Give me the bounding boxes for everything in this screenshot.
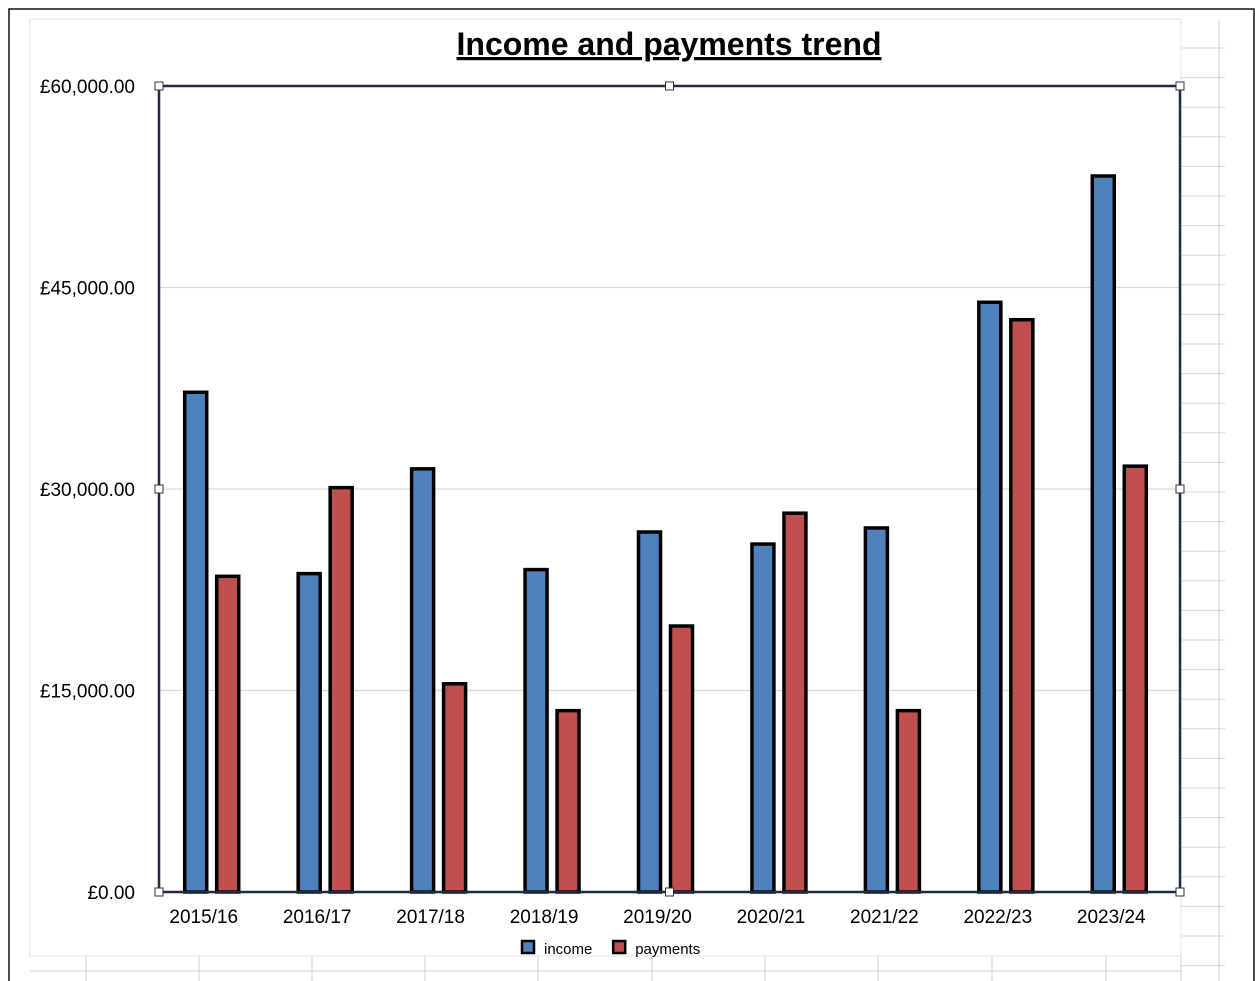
resize-handle[interactable]: [154, 81, 164, 91]
legend-swatch-income: [520, 939, 536, 955]
y-tick-label: £30,000.00: [40, 480, 135, 501]
window-frame: [8, 8, 1255, 981]
x-axis: 2015/16 2016/17 2017/18 2018/19 2019/20 2020/…: [169, 907, 1146, 928]
y-tick-label: £60,000.00: [40, 77, 135, 98]
bar-income-2020-21[interactable]: [750, 542, 776, 894]
bar-income-2018-19[interactable]: [523, 567, 549, 894]
bar-payments-2023-24[interactable]: [1122, 464, 1149, 894]
y-tick-label: £0.00: [87, 883, 135, 904]
y-tick-label: £45,000.00: [40, 279, 135, 300]
resize-handle[interactable]: [154, 887, 164, 897]
bar-income-2017-18[interactable]: [409, 467, 436, 894]
bar-series: [182, 174, 1149, 894]
legend: income payments: [520, 939, 700, 958]
x-tick-label: 2017/18: [396, 907, 465, 928]
resize-handle[interactable]: [665, 887, 674, 897]
legend-swatch-payments: [611, 939, 627, 955]
x-tick-label: 2015/16: [169, 907, 238, 928]
bar-payments-2022-23[interactable]: [1009, 317, 1035, 894]
chart-title: Income and payments trend: [457, 26, 882, 62]
resize-handle[interactable]: [1175, 81, 1185, 91]
bar-income-2016-17[interactable]: [296, 571, 322, 894]
bar-payments-2017-18[interactable]: [441, 682, 468, 894]
bar-income-2023-24[interactable]: [1090, 174, 1117, 894]
resize-handle[interactable]: [1175, 484, 1185, 494]
bar-payments-2018-19[interactable]: [555, 708, 581, 894]
x-tick-label: 2019/20: [623, 907, 692, 928]
bar-income-2019-20[interactable]: [636, 530, 663, 894]
x-tick-label: 2022/23: [963, 907, 1032, 928]
bar-payments-2021-22[interactable]: [895, 708, 922, 894]
legend-label-income: income: [544, 941, 592, 958]
x-tick-label: 2016/17: [283, 907, 352, 928]
bar-payments-2016-17[interactable]: [328, 485, 354, 894]
x-tick-label: 2021/22: [850, 907, 919, 928]
resize-handle[interactable]: [154, 484, 164, 494]
y-tick-label: £15,000.00: [40, 682, 135, 703]
resize-handle[interactable]: [1175, 887, 1185, 897]
bar-income-2015-16[interactable]: [182, 390, 209, 894]
bar-payments-2019-20[interactable]: [668, 624, 695, 894]
bar-payments-2015-16[interactable]: [214, 574, 241, 894]
y-axis: £0.00 £15,000.00 £30,000.00 £45,000.00 £60,0…: [40, 77, 135, 904]
x-tick-label: 2020/21: [737, 907, 806, 928]
resize-handle[interactable]: [665, 81, 674, 91]
x-tick-label: 2018/19: [510, 907, 579, 928]
selection-handles[interactable]: [154, 81, 1185, 897]
bar-income-2021-22[interactable]: [863, 526, 890, 894]
bar-income-2022-23[interactable]: [977, 300, 1003, 894]
legend-label-payments: payments: [635, 941, 700, 958]
x-tick-label: 2023/24: [1077, 907, 1146, 928]
bar-payments-2020-21[interactable]: [782, 511, 808, 894]
